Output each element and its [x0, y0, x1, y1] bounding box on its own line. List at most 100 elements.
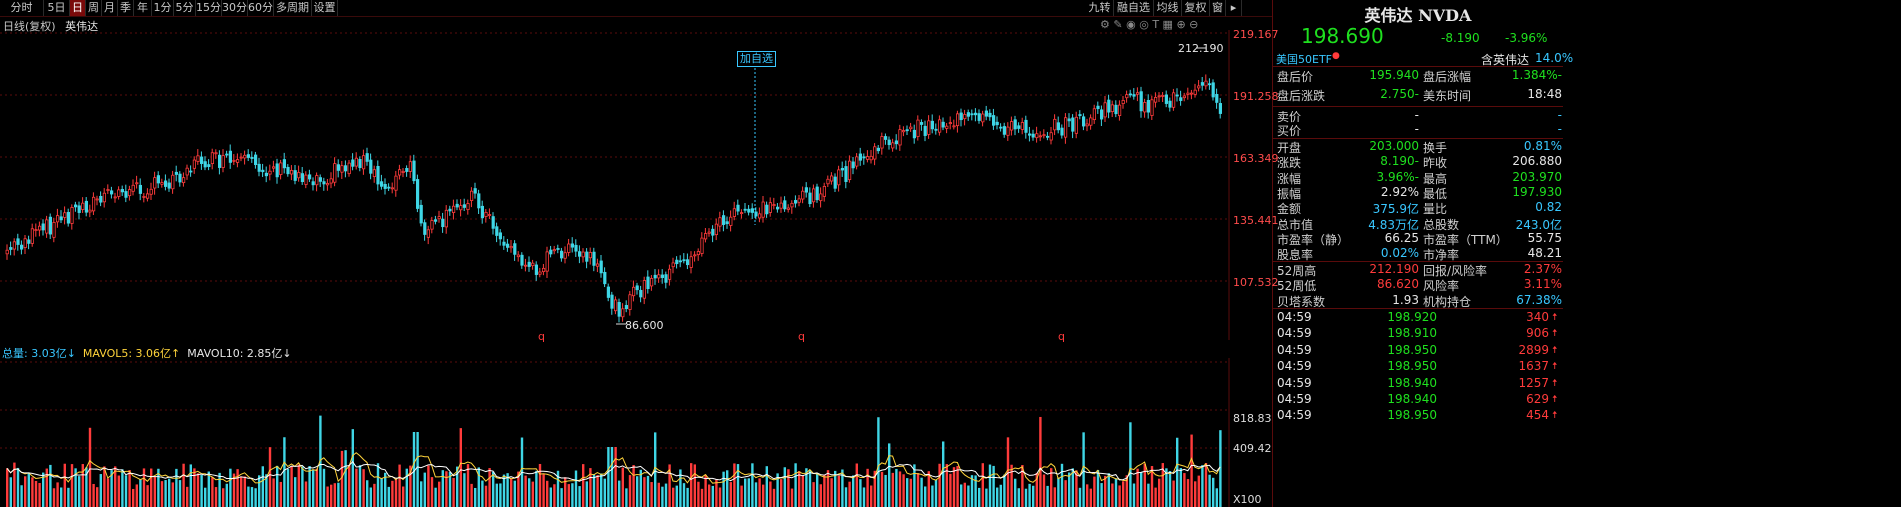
- candle-body: [855, 156, 859, 167]
- volume-bar: [222, 488, 225, 507]
- volume-bar: [931, 485, 934, 507]
- candle-body: [819, 193, 823, 202]
- total-volume: 总量: 3.03亿↓: [2, 347, 76, 360]
- period-tab-8[interactable]: 5分: [174, 0, 196, 16]
- add-watch-button[interactable]: 加自选: [737, 51, 776, 67]
- eye-icon[interactable]: ◉: [1126, 18, 1136, 31]
- volume-bar: [848, 481, 851, 507]
- volume-bar: [193, 468, 196, 507]
- layout-icon[interactable]: ▦: [1162, 18, 1173, 31]
- volume-bar: [286, 469, 290, 507]
- volume-bar: [776, 473, 779, 507]
- brush-icon[interactable]: ✎: [1113, 18, 1123, 31]
- candle-body: [480, 205, 485, 219]
- chart-tool-2[interactable]: 均线: [1154, 0, 1182, 16]
- chart-tool-4[interactable]: 窗: [1210, 0, 1226, 16]
- period-tab-12[interactable]: 多周期: [274, 0, 312, 16]
- volume-bar: [1039, 416, 1042, 507]
- candle-body: [462, 204, 467, 208]
- volume-bar: [1003, 474, 1006, 507]
- volume-bar: [276, 465, 279, 507]
- volume-bar: [769, 481, 772, 507]
- candle-body: [106, 189, 110, 191]
- volume-bar: [207, 471, 210, 507]
- candle-body: [642, 280, 647, 299]
- volume-bar: [52, 488, 56, 507]
- period-tab-1[interactable]: 5日: [44, 0, 70, 16]
- volume-chart[interactable]: [0, 358, 1230, 507]
- volume-bar: [362, 469, 365, 507]
- candle-body: [354, 157, 359, 167]
- volume-bar: [675, 485, 678, 507]
- volume-bar: [405, 468, 408, 507]
- etf-link[interactable]: 美国50ETF●: [1276, 51, 1340, 66]
- settings-icon[interactable]: ⚙: [1100, 18, 1110, 31]
- period-tab-11[interactable]: 60分: [248, 0, 274, 16]
- volume-bar: [844, 487, 848, 507]
- volume-bar: [967, 485, 970, 507]
- volume-bar: [409, 465, 412, 507]
- pin-icon[interactable]: ▸: [1226, 0, 1242, 16]
- q-marker: q: [1058, 330, 1065, 343]
- quote-panel: 英伟达 NVDA 198.690 -8.190 -3.96% 美国50ETF● …: [1272, 0, 1901, 507]
- volume-bar: [117, 475, 120, 507]
- period-tab-3[interactable]: 周: [86, 0, 102, 16]
- volume-bar: [546, 480, 549, 507]
- candle-body: [325, 183, 330, 186]
- period-tab-4[interactable]: 月: [102, 0, 118, 16]
- chart-tool-0[interactable]: 九转: [1086, 0, 1114, 16]
- volume-bar: [870, 485, 873, 507]
- candle-body: [1067, 118, 1071, 122]
- chart-tool-1[interactable]: 融自选: [1114, 0, 1154, 16]
- candle-body: [160, 182, 164, 185]
- stat-label: 涨跌: [1277, 156, 1302, 171]
- period-tab-6[interactable]: 年: [134, 0, 152, 16]
- stat-label: 贝塔系数: [1277, 294, 1326, 309]
- volume-bar: [592, 474, 596, 507]
- draw-icon[interactable]: ◎: [1139, 18, 1149, 31]
- candle-body: [246, 154, 250, 158]
- candle-body: [873, 146, 877, 160]
- period-tab-5[interactable]: 季: [118, 0, 134, 16]
- candle-body: [1114, 104, 1118, 115]
- candle-body: [1186, 92, 1190, 95]
- candle-body: [304, 174, 308, 185]
- candle-body: [405, 168, 409, 172]
- text-icon[interactable]: T: [1152, 18, 1160, 31]
- candle-body: [1179, 97, 1183, 101]
- period-tab-10[interactable]: 30分: [222, 0, 248, 16]
- candle-body: [484, 212, 488, 217]
- volume-bar: [909, 478, 912, 507]
- period-tab-7[interactable]: 1分: [152, 0, 174, 16]
- candle-body: [686, 259, 690, 266]
- volume-bar: [801, 475, 804, 507]
- period-tab-13[interactable]: 设置: [312, 0, 338, 16]
- candle-body: [689, 256, 693, 268]
- volume-bar: [657, 482, 660, 507]
- volume-bar: [1024, 488, 1028, 507]
- candle-body: [1103, 102, 1107, 118]
- chart-tool-3[interactable]: 复权: [1182, 0, 1210, 16]
- volume-bar: [837, 475, 840, 507]
- period-tab-0[interactable]: 分时: [0, 0, 44, 16]
- price-axis-tick: 219.167: [1233, 28, 1279, 41]
- volume-bar: [985, 488, 988, 507]
- volume-bar: [171, 482, 174, 507]
- zoom-in-icon[interactable]: ⊕: [1176, 18, 1186, 31]
- volume-bar: [542, 474, 545, 507]
- period-tab-2[interactable]: 日: [70, 0, 86, 16]
- candle-body: [95, 198, 99, 201]
- candlestick-chart[interactable]: [0, 30, 1230, 340]
- volume-bar: [88, 427, 92, 507]
- candle-body: [660, 274, 665, 278]
- candle-body: [653, 274, 657, 279]
- candle-body: [977, 113, 981, 121]
- zoom-out-icon[interactable]: ⊖: [1189, 18, 1199, 31]
- volume-bar: [621, 467, 624, 507]
- volume-bar: [139, 479, 142, 507]
- period-tab-9[interactable]: 15分: [196, 0, 222, 16]
- candle-body: [938, 119, 942, 133]
- volume-bar: [394, 479, 398, 507]
- volume-bar: [531, 481, 534, 507]
- vol-axis-mid: 409.42万: [1233, 442, 1283, 455]
